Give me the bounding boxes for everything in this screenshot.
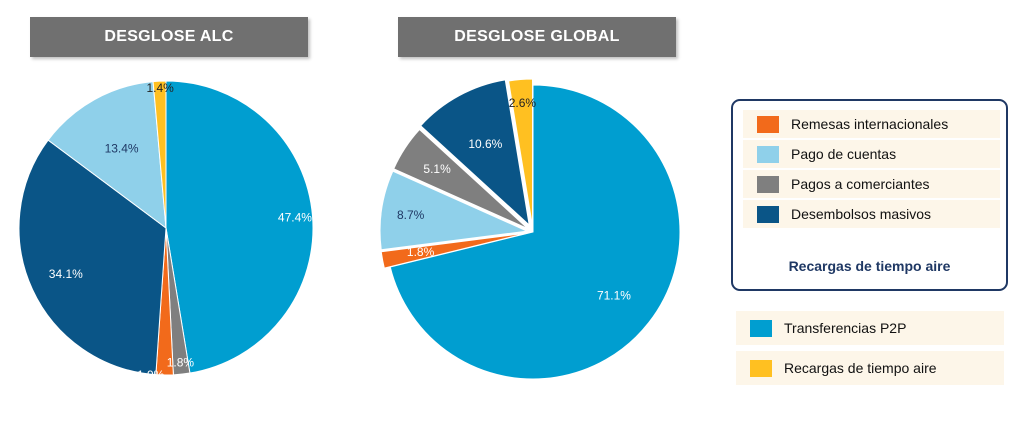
legend-label: Desembolsos masivos — [791, 206, 932, 222]
legend-swatch — [757, 175, 779, 193]
pie-data-label: 34.1% — [49, 267, 83, 281]
legend-label: Pagos a comerciantes — [791, 176, 930, 192]
pie-slice-transferencias-p2p — [165, 80, 314, 374]
pie-data-label: 1.8% — [407, 245, 435, 259]
legend-item-pago-cuentas: Pago de cuentas — [743, 140, 1000, 168]
pie-data-label: 5.1% — [423, 162, 451, 176]
pie-slice-transferencias-p2p — [389, 84, 681, 380]
chart-title-global: DESGLOSE GLOBAL — [398, 17, 676, 57]
legend-item-remesas: Remesas internacionales — [743, 110, 1000, 138]
pie-data-label: 10.6% — [468, 137, 502, 151]
legend-swatch — [757, 115, 779, 133]
pie-slice-pagos-a-comerciantes — [393, 128, 529, 230]
pie-data-label: 13.4% — [105, 141, 139, 155]
pie-slice-pago-de-cuentas — [379, 170, 529, 251]
pie-slice-recargas-de-tiempo-aire — [152, 80, 167, 229]
pie-data-label: 1.9% — [137, 368, 165, 382]
legend-swatch — [750, 319, 772, 337]
legend-swatch — [750, 359, 772, 377]
pie-slice-remesas-internacionales — [380, 232, 528, 269]
legend-item-desembolsos: Desembolsos masivos — [743, 200, 1000, 228]
legend-item-recargas: Recargas de tiempo aire — [736, 351, 1004, 385]
legend-subtitle: Recargas de tiempo aire — [788, 258, 951, 274]
legend-item-pagos-comerciantes: Pagos a comerciantes — [743, 170, 1000, 198]
pie-slice-pago-de-cuentas — [47, 81, 167, 230]
pie-slice-recargas-de-tiempo-aire — [508, 78, 534, 227]
legend-label: Pago de cuentas — [791, 146, 897, 162]
pie-slice-desembolsos-masivos — [419, 79, 530, 227]
legend-box: Remesas internacionales Pago de cuentas … — [731, 99, 1008, 291]
chart-title-alc: DESGLOSE ALC — [30, 17, 308, 57]
legend-label: Recargas de tiempo aire — [784, 360, 937, 376]
pie-data-label: 2.6% — [509, 96, 537, 110]
legend-label: Transferencias P2P — [784, 320, 907, 336]
pie-data-label: 8.7% — [397, 208, 425, 222]
legend-label: Remesas internacionales — [791, 116, 949, 132]
pie-data-label: 1.4% — [147, 81, 175, 95]
pie-data-label: 71.1% — [597, 289, 631, 303]
legend-swatch — [757, 145, 779, 163]
pie-data-label: 47.4% — [278, 210, 312, 224]
pie-slice-desembolsos-masivos — [18, 139, 167, 376]
legend-swatch — [757, 205, 779, 223]
legend-item-p2p: Transferencias P2P — [736, 311, 1004, 345]
pie-data-label: 1.8% — [167, 355, 195, 369]
